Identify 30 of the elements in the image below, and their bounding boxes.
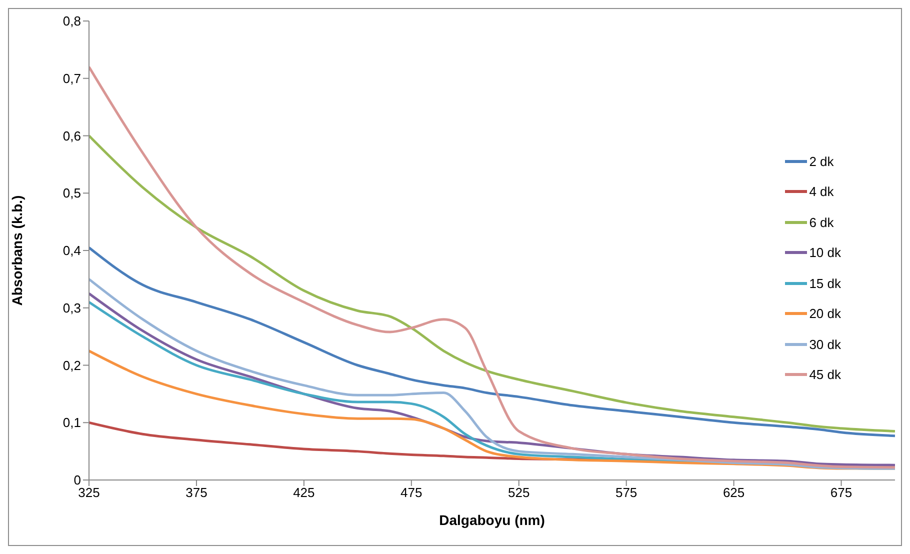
legend-label: 4 dk [809,184,834,200]
x-tick-label: 325 [78,485,100,500]
x-tick-label: 425 [293,485,315,500]
legend-label: 2 dk [809,154,834,169]
x-tick-label: 525 [508,485,530,500]
x-axis-title: Dalgaboyu (nm) [439,512,545,528]
y-tick-label: 0,8 [62,14,81,29]
line-series [89,246,895,438]
x-tick-label: 475 [400,485,422,500]
y-tick-label: 0,7 [62,70,81,86]
y-tick-label: 0,2 [62,358,81,373]
line-series [89,134,895,432]
legend-label: 45 dk [809,367,841,382]
y-tick-label: 0,1 [62,415,81,430]
legend-label: 6 dk [809,214,834,230]
legend-label: 20 dk [809,306,841,322]
y-axis-title: Absorbans (k.b.) [8,195,25,306]
legend-label: 30 dk [809,336,841,352]
y-tick-label: 0 [74,472,81,488]
y-tick-label: 0,5 [62,186,81,201]
legend-label: 10 dk [809,245,841,260]
x-tick-label: 375 [186,485,208,500]
y-tick-label: 0,3 [62,300,81,316]
line-series [89,66,895,469]
y-tick-label: 0,4 [62,243,81,258]
legend-label: 15 dk [809,276,841,291]
x-tick-label: 675 [830,485,852,500]
x-tick-label: 575 [615,485,638,500]
x-tick-label: 625 [722,485,745,500]
y-tick-label: 0,6 [62,128,81,144]
